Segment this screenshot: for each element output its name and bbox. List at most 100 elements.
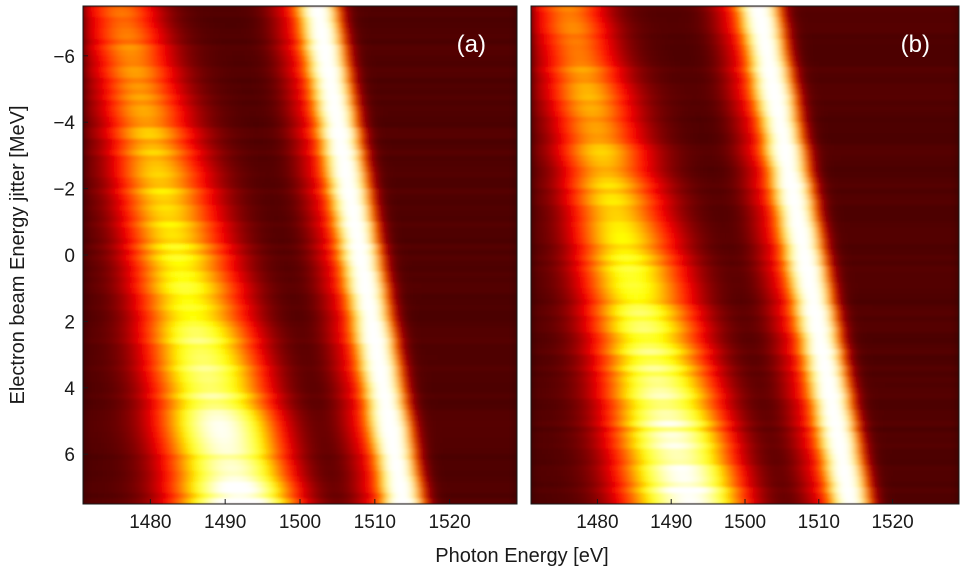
heatmap-cell bbox=[185, 243, 191, 251]
heatmap-cell bbox=[157, 221, 163, 228]
heatmap-cell bbox=[201, 116, 206, 123]
heatmap-cell bbox=[102, 255, 108, 262]
heatmap-cell bbox=[347, 166, 352, 173]
heatmap-cell bbox=[185, 160, 191, 168]
heatmap-cell bbox=[161, 122, 167, 129]
heatmap-cell bbox=[213, 83, 218, 90]
heatmap-cell bbox=[394, 210, 400, 217]
heatmap-cell bbox=[327, 122, 333, 129]
heatmap-cell bbox=[343, 149, 348, 156]
heatmap-cell bbox=[449, 216, 455, 223]
heatmap-cell bbox=[260, 127, 266, 134]
heatmap-cell bbox=[374, 28, 380, 35]
heatmap-cell bbox=[260, 11, 266, 18]
heatmap-cell bbox=[232, 44, 238, 51]
heatmap-cell bbox=[319, 227, 325, 234]
heatmap-cell bbox=[221, 232, 226, 239]
heatmap-cell bbox=[197, 177, 202, 184]
heatmap-cell bbox=[390, 172, 396, 179]
heatmap-cell bbox=[473, 94, 479, 101]
heatmap-cell bbox=[386, 155, 392, 162]
heatmap-cell bbox=[232, 89, 238, 96]
heatmap-cell bbox=[347, 72, 352, 79]
heatmap-cell bbox=[434, 216, 439, 223]
heatmap-cell bbox=[473, 44, 479, 51]
heatmap-cell bbox=[339, 238, 344, 245]
heatmap-cell bbox=[161, 210, 167, 217]
heatmap-cell bbox=[209, 183, 214, 190]
heatmap-cell bbox=[469, 160, 475, 168]
heatmap-cell bbox=[331, 94, 337, 101]
heatmap-cell bbox=[157, 199, 163, 206]
heatmap-cell bbox=[244, 243, 250, 251]
heatmap-cell bbox=[102, 144, 108, 151]
heatmap-cell bbox=[307, 160, 313, 168]
heatmap-cell bbox=[106, 100, 112, 107]
heatmap-cell bbox=[173, 61, 179, 68]
heatmap-cell bbox=[335, 83, 341, 90]
heatmap-cell bbox=[311, 183, 317, 190]
heatmap-cell bbox=[240, 160, 246, 168]
heatmap-cell bbox=[94, 221, 100, 228]
heatmap-cell bbox=[165, 116, 171, 123]
heatmap-cell bbox=[509, 89, 514, 96]
heatmap-cell bbox=[292, 39, 297, 46]
heatmap-cell bbox=[122, 160, 127, 168]
heatmap-cell bbox=[292, 199, 297, 206]
heatmap-cell bbox=[402, 194, 408, 201]
heatmap-cell bbox=[311, 127, 317, 134]
heatmap-cell bbox=[315, 188, 321, 195]
heatmap-cell bbox=[371, 238, 376, 245]
heatmap-cell bbox=[264, 83, 270, 90]
heatmap-cell bbox=[134, 77, 139, 85]
heatmap-cell bbox=[252, 17, 258, 24]
heatmap-cell bbox=[430, 149, 435, 156]
heatmap-cell bbox=[209, 243, 214, 251]
heatmap-cell bbox=[386, 100, 392, 107]
heatmap-cell bbox=[367, 28, 372, 35]
heatmap-cell bbox=[146, 243, 151, 251]
heatmap-cell bbox=[394, 138, 400, 145]
heatmap-cell bbox=[449, 11, 455, 18]
heatmap-cell bbox=[272, 100, 277, 107]
heatmap-cell bbox=[363, 72, 368, 79]
heatmap-cell bbox=[114, 183, 120, 190]
heatmap-cell bbox=[122, 39, 127, 46]
heatmap-cell bbox=[402, 116, 408, 123]
heatmap-cell bbox=[150, 238, 155, 245]
heatmap-cell bbox=[477, 116, 483, 123]
heatmap-cell bbox=[114, 61, 120, 68]
heatmap-cell bbox=[110, 216, 116, 223]
heatmap-cell bbox=[209, 221, 214, 228]
heatmap-cell bbox=[378, 50, 384, 57]
heatmap-cell bbox=[181, 199, 187, 206]
heatmap-cell bbox=[193, 255, 199, 262]
heatmap-cell bbox=[134, 66, 139, 73]
heatmap-cell bbox=[181, 77, 187, 85]
heatmap-cell bbox=[449, 160, 455, 168]
heatmap-cell bbox=[311, 160, 317, 168]
heatmap-cell bbox=[236, 66, 242, 73]
heatmap-cell bbox=[319, 144, 325, 151]
heatmap-cell bbox=[430, 144, 435, 151]
heatmap-cell bbox=[307, 61, 313, 68]
heatmap-cell bbox=[489, 149, 494, 156]
heatmap-cell bbox=[489, 11, 494, 18]
heatmap-cell bbox=[264, 238, 270, 245]
heatmap-cell bbox=[315, 177, 321, 184]
heatmap-cell bbox=[509, 172, 514, 179]
heatmap-cell bbox=[106, 216, 112, 223]
heatmap-cell bbox=[315, 221, 321, 228]
heatmap-cell bbox=[181, 160, 187, 168]
heatmap-cell bbox=[264, 66, 270, 73]
heatmap-cell bbox=[497, 199, 502, 206]
heatmap-cell bbox=[453, 205, 459, 212]
heatmap-cell bbox=[264, 94, 270, 101]
heatmap-cell bbox=[505, 122, 510, 129]
heatmap-cell bbox=[481, 221, 487, 228]
heatmap-cell bbox=[213, 199, 218, 206]
heatmap-cell bbox=[276, 166, 281, 173]
heatmap-cell bbox=[398, 205, 404, 212]
heatmap-cell bbox=[359, 149, 364, 156]
heatmap-cell bbox=[197, 66, 202, 73]
